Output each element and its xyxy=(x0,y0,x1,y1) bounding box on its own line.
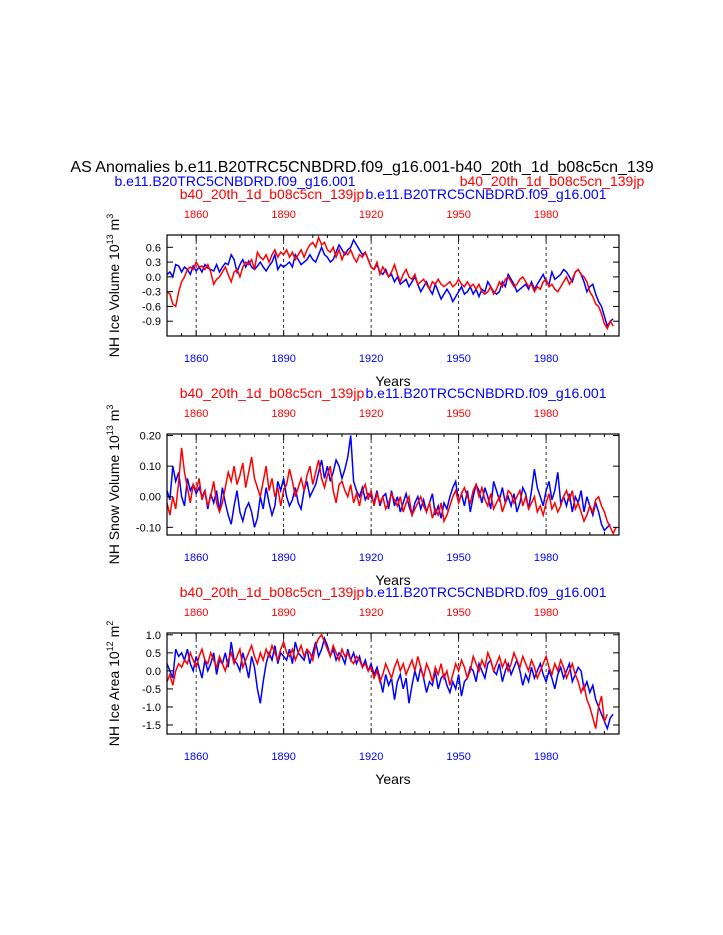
y-label-exponent: 13 xyxy=(105,234,115,244)
plot-frame xyxy=(166,632,620,735)
y-label-unit: m xyxy=(106,219,122,235)
legend-blue-label: b.e11.B20TRC5CNBDRD.f09_g16.001 xyxy=(115,173,356,189)
x-tick-label-top: 1980 xyxy=(534,408,558,420)
x-tick-label-bottom: 1890 xyxy=(271,353,295,365)
y-label-unit-exponent: 3 xyxy=(105,214,115,219)
y-tick-label: -0.3 xyxy=(142,287,161,299)
x-tick-label-bottom: 1920 xyxy=(359,552,383,564)
y-tick-label: -1.0 xyxy=(142,702,161,714)
x-tick-label-top: 1920 xyxy=(359,607,383,619)
x-tick-label-top: 1920 xyxy=(359,408,383,420)
series-red xyxy=(167,235,614,331)
legend-red-label: b40_20th_1d_b08c5cn_139jp xyxy=(460,173,645,189)
y-tick-label: -0.6 xyxy=(142,301,161,313)
top-axis-label-red: b40_20th_1d_b08c5cn_139jp xyxy=(180,186,365,202)
x-tick-label-bottom: 1950 xyxy=(446,353,470,365)
x-tick-label-top: 1920 xyxy=(359,209,383,221)
y-tick-label: 0.10 xyxy=(140,461,161,473)
y-axis-label: NH Ice Area 1012 m2 xyxy=(105,621,122,747)
x-tick-label-bottom: 1950 xyxy=(446,751,470,763)
x-tick-label-top: 1980 xyxy=(534,209,558,221)
y-tick-label: 0.00 xyxy=(140,492,161,504)
y-label-main: NH Snow Volume 10 xyxy=(106,435,122,564)
y-label-unit: m xyxy=(106,410,122,426)
x-tick-label-top: 1950 xyxy=(446,408,470,420)
top-axis-label-red: b40_20th_1d_b08c5cn_139jp xyxy=(180,584,365,600)
y-label-unit-exponent: 3 xyxy=(105,405,115,410)
y-tick-label: 0.5 xyxy=(146,648,161,660)
y-tick-label: 0.0 xyxy=(146,272,161,284)
x-tick-label-top: 1950 xyxy=(446,607,470,619)
plot-frame xyxy=(166,234,620,337)
x-tick-label-top: 1860 xyxy=(184,209,208,221)
x-tick-label-bottom: 1860 xyxy=(184,751,208,763)
x-tick-label-bottom: 1890 xyxy=(271,751,295,763)
series-red xyxy=(167,633,608,729)
x-tick-label-bottom: 1890 xyxy=(271,552,295,564)
x-tick-label-bottom: 1980 xyxy=(534,552,558,564)
y-tick-label: 0.3 xyxy=(146,257,161,269)
y-label-unit-exponent: 2 xyxy=(105,621,115,626)
panel-nh-ice-volume: 0.6 0.3 0.0 -0.3 -0.6 -0.9 1860 1860 1890 1890 192… xyxy=(105,186,620,389)
x-tick-label-bottom: 1860 xyxy=(184,353,208,365)
y-tick-label: 0.20 xyxy=(140,431,161,443)
chart-panels: 0.6 0.3 0.0 -0.3 -0.6 -0.9 1860 1860 1890 1890 192… xyxy=(105,186,620,787)
x-tick-label-top: 1890 xyxy=(271,607,295,619)
x-axis-label: Years xyxy=(375,771,410,787)
x-tick-label-bottom: 1920 xyxy=(359,353,383,365)
y-tick-label: 1.0 xyxy=(146,630,161,642)
top-axis-label-blue: b.e11.B20TRC5CNBDRD.f09_g16.001 xyxy=(366,186,607,202)
y-label-exponent: 13 xyxy=(105,425,115,435)
x-tick-label-top: 1890 xyxy=(271,408,295,420)
x-tick-label-bottom: 1950 xyxy=(446,552,470,564)
y-tick-label: 0.0 xyxy=(146,666,161,678)
y-tick-label: 0.6 xyxy=(146,242,161,254)
x-axis-label: Years xyxy=(375,572,410,588)
top-axis-label-red: b40_20th_1d_b08c5cn_139jp xyxy=(180,385,365,401)
x-tick-label-bottom: 1920 xyxy=(359,751,383,763)
x-tick-label-bottom: 1980 xyxy=(534,353,558,365)
series-blue xyxy=(167,435,611,532)
y-axis-label: NH Ice Volume 1013 m3 xyxy=(105,214,122,357)
y-tick-label: -0.9 xyxy=(142,316,161,328)
x-axis-label: Years xyxy=(375,373,410,389)
x-tick-label-top: 1980 xyxy=(534,607,558,619)
y-tick-label: -1.5 xyxy=(142,720,161,732)
y-label-main: NH Ice Volume 10 xyxy=(106,244,122,357)
x-tick-label-top: 1950 xyxy=(446,209,470,221)
panel-nh-snow-volume: 0.20 0.10 0.00 -0.10 1860 1860 1890 1890 1920 192… xyxy=(105,385,620,588)
panel-nh-ice-area: 1.0 0.5 0.0 -0.5 -1.0 -1.5 1860 1860 1890 1890 192… xyxy=(105,584,620,787)
x-tick-label-top: 1860 xyxy=(184,408,208,420)
y-label-unit: m xyxy=(106,626,122,642)
series-red xyxy=(167,447,617,535)
x-tick-label-bottom: 1980 xyxy=(534,751,558,763)
y-tick-label: -0.5 xyxy=(142,684,161,696)
top-axis-label-blue: b.e11.B20TRC5CNBDRD.f09_g16.001 xyxy=(366,385,607,401)
y-tick-label: -0.10 xyxy=(136,522,161,534)
x-tick-label-bottom: 1860 xyxy=(184,552,208,564)
y-label-main: NH Ice Area 10 xyxy=(106,651,122,746)
plot-frame xyxy=(166,433,620,536)
y-axis-label: NH Snow Volume 1013 m3 xyxy=(105,405,122,565)
y-label-exponent: 12 xyxy=(105,641,115,651)
x-tick-label-top: 1860 xyxy=(184,607,208,619)
x-tick-label-top: 1890 xyxy=(271,209,295,221)
top-axis-label-blue: b.e11.B20TRC5CNBDRD.f09_g16.001 xyxy=(366,584,607,600)
figure-title: AS Anomalies b.e11.B20TRC5CNBDRD.f09_g16… xyxy=(70,159,653,176)
